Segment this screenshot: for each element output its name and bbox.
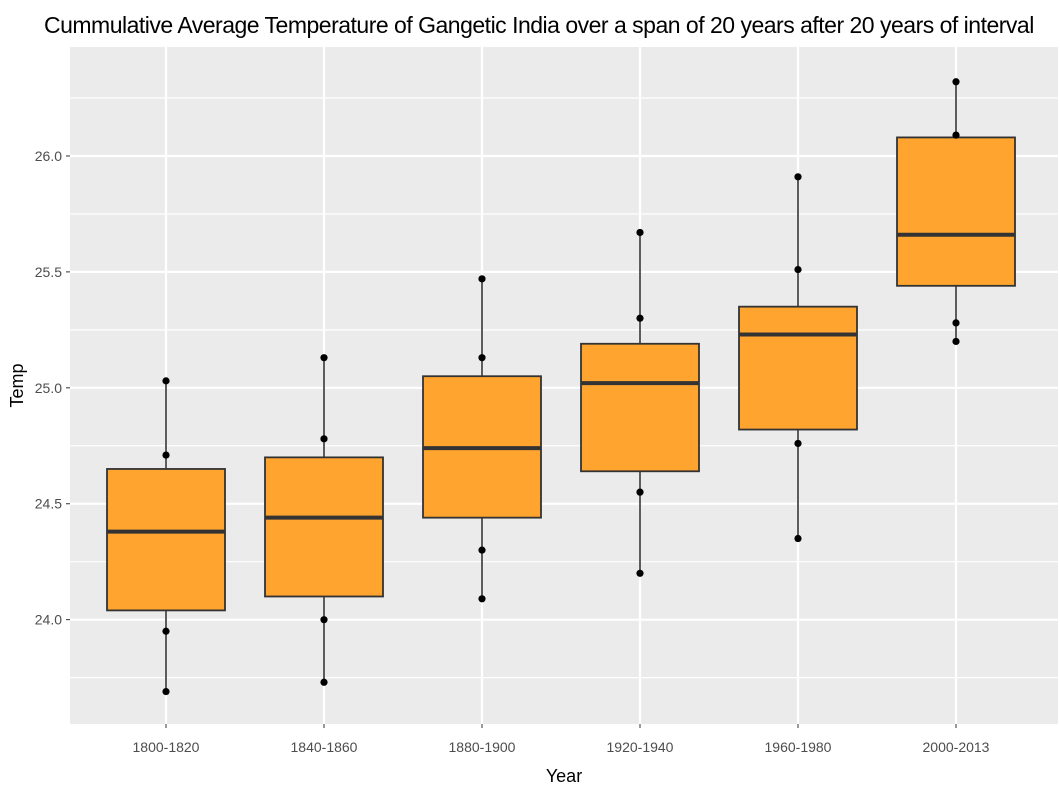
data-point xyxy=(320,616,328,624)
box-2000-2013 xyxy=(896,78,1016,346)
data-point xyxy=(794,439,802,448)
data-point xyxy=(162,687,170,696)
data-point xyxy=(636,569,644,577)
data-point xyxy=(162,451,170,459)
data-point xyxy=(320,678,328,686)
data-point xyxy=(636,314,644,322)
data-point xyxy=(794,173,802,181)
box-iqr xyxy=(264,456,384,598)
box-iqr xyxy=(580,342,700,473)
data-point xyxy=(320,354,328,362)
x-tick-label: 1920-1940 xyxy=(607,739,674,755)
x-tick-label: 1960-1980 xyxy=(765,739,832,755)
chart-title: Cummulative Average Temperature of Gange… xyxy=(44,12,1034,38)
x-tick-label: 1880-1900 xyxy=(449,739,516,755)
y-axis-ticks: 24.0 24.5 25.0 25.5 26.0 xyxy=(35,148,70,628)
box-1840-1860 xyxy=(264,354,384,686)
data-point xyxy=(478,275,486,283)
data-point xyxy=(478,354,486,362)
box-iqr xyxy=(106,468,226,612)
x-tick-label: 1840-1860 xyxy=(291,739,358,755)
data-point xyxy=(952,78,960,86)
data-point xyxy=(478,546,486,554)
x-axis-title: Year xyxy=(546,766,582,786)
y-tick-label: 24.0 xyxy=(35,612,62,628)
x-axis-ticks: 1800-1820 1840-1860 1880-1900 1920-1940 1960… xyxy=(133,724,990,755)
box-iqr xyxy=(896,136,1016,287)
box-1920-1940 xyxy=(580,228,700,577)
data-point xyxy=(636,488,644,496)
data-point xyxy=(952,319,960,327)
data-point xyxy=(952,337,960,346)
box-iqr xyxy=(738,305,858,431)
box-1800-1820 xyxy=(106,377,226,696)
y-tick-label: 25.0 xyxy=(35,380,62,396)
x-tick-label: 1800-1820 xyxy=(133,739,200,755)
data-point xyxy=(794,265,802,274)
data-point xyxy=(952,131,960,139)
box-1880-1900 xyxy=(422,275,542,603)
x-tick-label: 2000-2013 xyxy=(923,739,990,755)
y-tick-label: 25.5 xyxy=(35,264,62,280)
data-point xyxy=(320,435,328,443)
data-point xyxy=(794,534,802,543)
data-point xyxy=(162,627,170,635)
plot-panel xyxy=(70,47,1058,724)
boxes-layer xyxy=(106,78,1016,696)
y-tick-label: 26.0 xyxy=(35,148,62,164)
data-point xyxy=(636,228,644,237)
box-1960-1980 xyxy=(738,173,858,543)
data-point xyxy=(478,595,486,603)
data-point xyxy=(162,377,170,385)
minor-gridlines xyxy=(70,97,1058,679)
y-tick-label: 24.5 xyxy=(35,496,62,512)
y-axis-title: Temp xyxy=(7,363,27,407)
